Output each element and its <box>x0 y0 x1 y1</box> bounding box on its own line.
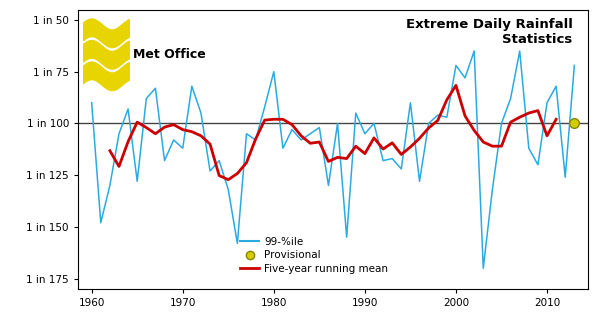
Legend: 99-%ile, Provisional, Five-year running mean: 99-%ile, Provisional, Five-year running … <box>236 232 392 278</box>
Text: Extreme Daily Rainfall
Statistics: Extreme Daily Rainfall Statistics <box>406 18 573 46</box>
